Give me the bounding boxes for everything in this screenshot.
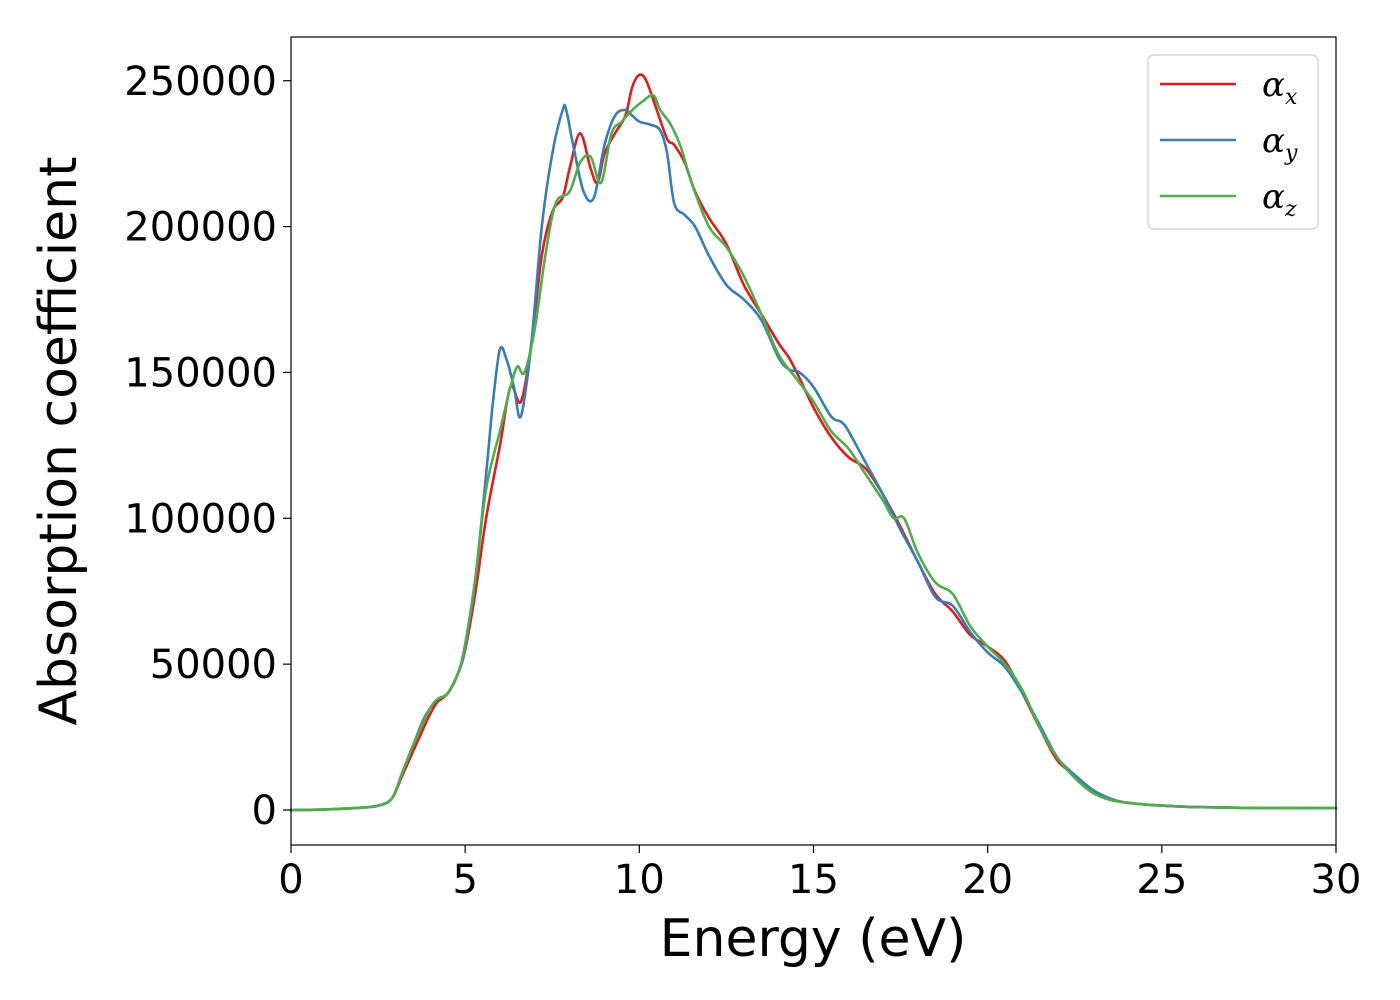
y-tick-label: 250000 [124,59,277,105]
x-tick-label: 10 [614,857,665,903]
y-tick-label: 0 [252,788,277,834]
y-tick-label: 100000 [124,496,277,542]
x-tick-label: 0 [278,857,303,903]
x-tick-label: 15 [788,857,839,903]
x-tick-label: 25 [1136,857,1187,903]
y-axis-title: Absorption coefficient [29,156,89,725]
legend-label-y: αy [1262,121,1298,166]
x-tick-label: 5 [452,857,477,903]
legend-subscript: y [1284,141,1298,166]
legend-symbol: α [1262,65,1285,105]
legend-symbol: α [1262,177,1285,217]
legend-symbol: α [1262,121,1285,161]
legend-box [1147,54,1319,230]
y-axis: 0 50000 100000 150000 200000 250000 [124,59,291,834]
y-tick-label: 150000 [124,350,277,396]
legend-subscript: z [1284,197,1297,222]
legend-label-z: αz [1262,177,1297,222]
series-layer [289,73,1338,812]
series-line-z [289,93,1338,812]
x-tick-label: 20 [962,857,1013,903]
y-tick-label: 50000 [150,642,277,688]
y-tick-label: 200000 [124,205,277,251]
legend-subscript: x [1285,85,1298,110]
x-axis: 0 5 10 15 20 25 30 [278,845,1361,903]
x-axis-title: Energy (eV) [660,909,967,969]
legend-label-x: αx [1262,65,1298,110]
x-tick-label: 30 [1311,857,1362,903]
